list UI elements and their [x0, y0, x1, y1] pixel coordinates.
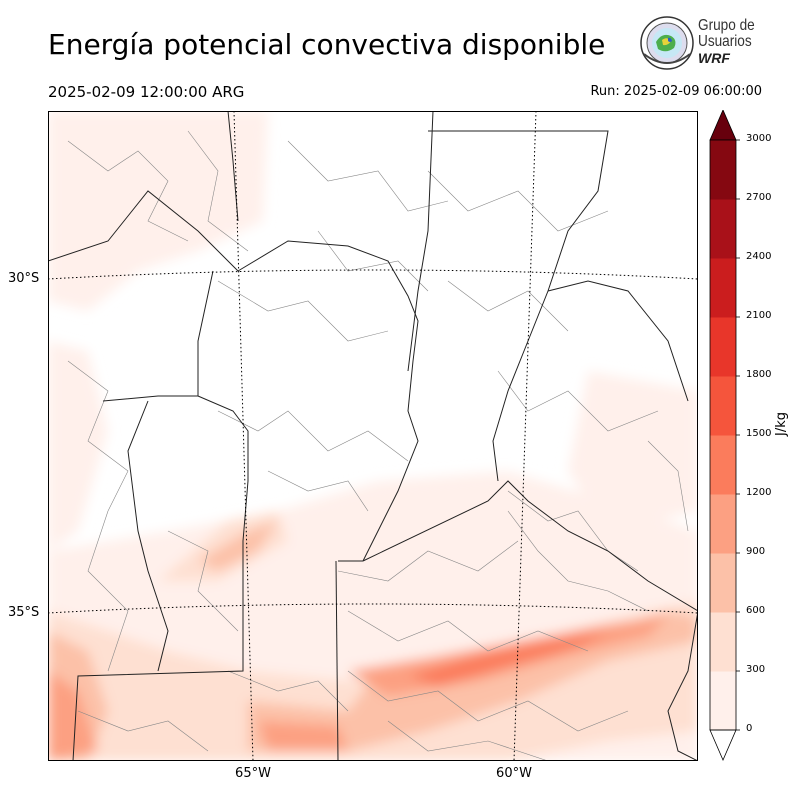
colorbar-segment: [710, 376, 736, 436]
colorbar-segment: [710, 671, 736, 731]
colorbar-tick-label: 1200: [746, 487, 772, 498]
logo-emblem-icon: [640, 16, 694, 70]
coastline: [667, 610, 698, 761]
valid-time-label: 2025-02-09 12:00:00 ARG: [48, 83, 245, 101]
colorbar-under-extension: [709, 729, 737, 762]
colorbar-tick-label: 300: [746, 664, 766, 675]
colorbar-segment: [710, 612, 736, 672]
logo-line-2: Usuarios: [698, 33, 752, 50]
map-canvas: [48, 111, 698, 761]
lon-label-65w: 65°W: [235, 766, 271, 781]
run-time-label: Run: 2025-02-09 06:00:00: [590, 84, 762, 99]
logo-line-1: Grupo de: [698, 17, 755, 34]
colorbar-tick-label: 3000: [746, 133, 772, 144]
colorbar: 0 300 600 900 1200 1500 1800 2100 2400 2700 3000: [708, 108, 798, 765]
colorbar-tick-label: 0: [746, 723, 753, 734]
colorbar-tick-label: 2700: [746, 192, 772, 203]
logo-line-3: WRF: [698, 50, 730, 66]
lat-label-35s: 35°S: [8, 605, 40, 620]
colorbar-scale: [709, 108, 740, 762]
colorbar-tick-label: 1800: [746, 369, 772, 380]
department-boundaries: [67, 130, 689, 761]
wrf-group-logo: Grupo de Usuarios WRF: [638, 16, 768, 72]
colorbar-segment: [710, 435, 736, 495]
colorbar-segment: [710, 140, 736, 200]
map-frame: [48, 111, 698, 761]
lon-label-60w: 60°W: [496, 766, 532, 781]
cape-shading: [48, 111, 698, 761]
colorbar-tick-label: 2100: [746, 310, 772, 321]
colorbar-unit: J/kg: [774, 412, 789, 436]
colorbar-segment: [710, 494, 736, 554]
colorbar-segment: [710, 553, 736, 613]
cape-map: [48, 111, 698, 761]
colorbar-over-extension: [709, 108, 737, 141]
map-title: Energía potencial convectiva disponible: [48, 28, 606, 61]
graticule: [48, 111, 698, 761]
colorbar-tick-label: 600: [746, 605, 766, 616]
colorbar-segment: [710, 258, 736, 318]
province-boundaries: [48, 111, 698, 761]
colorbar-tick-label: 2400: [746, 251, 772, 262]
colorbar-tick-label: 900: [746, 546, 766, 557]
logo-text: Grupo de Usuarios WRF: [698, 17, 765, 67]
lat-label-30s: 30°S: [8, 271, 40, 286]
colorbar-tick-label: 1500: [746, 428, 772, 439]
colorbar-segment: [710, 199, 736, 259]
colorbar-segment: [710, 317, 736, 377]
